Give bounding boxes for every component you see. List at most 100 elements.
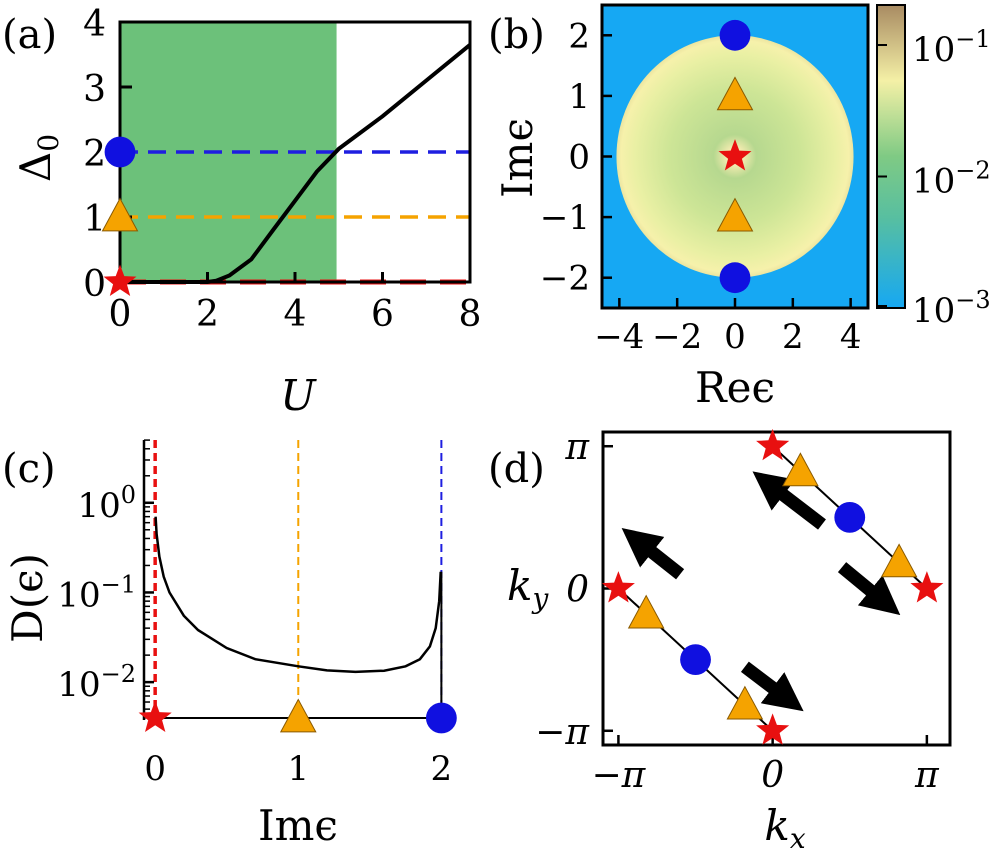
panel-c-ytick-label-1: 10−1 <box>57 570 136 615</box>
panel-c-markers <box>138 698 457 734</box>
panel-a-ytick-label-0: 0 <box>83 264 106 305</box>
panel-b-xtick-label-3: 2 <box>782 317 804 357</box>
panel-b-xlabel: Reϵ <box>695 363 775 412</box>
panel-b-cbar-label-2-base: 10 <box>912 291 955 331</box>
panel-d-marker-star-9 <box>910 571 944 603</box>
panel-a-marker-star-2 <box>103 264 137 296</box>
panel-a-markers <box>101 136 139 296</box>
panel-c-ytick-label-2-base: 10 <box>57 665 100 705</box>
panel-d-marker-star-4 <box>756 713 790 745</box>
panel-c-ytick-label-0-exp: 0 <box>121 481 136 509</box>
panel-d-ylabel-main: k <box>507 561 532 610</box>
panel-a-ytick-label-4: 4 <box>83 4 106 45</box>
panel-c-xtick-label-1: 1 <box>287 749 309 789</box>
panel-b-xtick-label-0: −4 <box>594 317 644 357</box>
panel-d-ylabel: ky <box>507 561 549 615</box>
panel-b-cbar-label-1: 10−2 <box>912 157 991 202</box>
panel-d-label: (d) <box>488 446 545 492</box>
panel-d-ticks: −π 0 π π 0 −π <box>535 427 940 796</box>
panel-c-curve <box>154 516 442 674</box>
panel-d-marker-star-5 <box>756 428 790 461</box>
panel-b-cbar-label-2: 10−3 <box>912 286 991 331</box>
panel-d-ytick-label-2: −π <box>535 712 590 753</box>
panel-b-marker-circle-4 <box>719 262 751 294</box>
panel-b-marker-circle-0 <box>719 19 751 51</box>
panel-d-arrows <box>621 471 901 712</box>
panel-b-xtick-label-1: −2 <box>652 317 702 357</box>
panel-d-arrow-2 <box>752 471 826 530</box>
panel-c-ytick-label-2: 10−2 <box>57 660 136 705</box>
panel-a-ytick-label-3: 3 <box>83 69 106 110</box>
panel-b-colorbar <box>876 4 906 309</box>
panel-b-marker-star-2 <box>718 139 752 171</box>
panel-d-xtick-label-0: −π <box>592 755 647 796</box>
panel-d-markers <box>601 428 944 745</box>
panel-a-ylabel-main: Δ <box>11 152 60 182</box>
panel-b-cbar-label-0-base: 10 <box>912 30 955 70</box>
panel-d-arrow-3 <box>837 562 901 616</box>
panel-b-ylabel: Imϵ <box>493 118 542 198</box>
panel-b-xtick-label-4: 4 <box>840 317 862 357</box>
panel-a-ylabel: Δ0 <box>11 134 65 182</box>
panel-d-marker-circle-7 <box>834 501 866 533</box>
panel-a-xlabel: U <box>280 371 317 420</box>
panel-b-ytick-label-3: 1 <box>568 77 590 117</box>
panel-d-ytick-label-0: π <box>564 427 590 468</box>
panel-d-ylabel-sub: y <box>530 582 549 615</box>
panel-d-arrow-0 <box>621 528 685 580</box>
panel-b-cbar-label-1-base: 10 <box>912 162 955 202</box>
panel-a-ticks: 0 2 4 6 8 0 1 2 3 4 <box>83 4 481 335</box>
panel-c-ytick-label-2-exp: −2 <box>101 660 136 688</box>
panel-c-marker-triangle-1 <box>279 698 317 733</box>
panel-c-xlabel: Imϵ <box>258 801 338 850</box>
panel-d-xtick-label-2: π <box>914 755 940 796</box>
panel-c-ytick-label-0-base: 10 <box>77 486 120 526</box>
panel-b-markers <box>716 19 754 294</box>
panel-d-marker-triangle-3 <box>726 685 764 720</box>
panel-b-ytick-label-2: 0 <box>568 138 590 178</box>
panel-a-xtick-label-4: 8 <box>459 294 482 335</box>
panel-c-marker-circle-2 <box>425 702 457 734</box>
panel-d-xlabel-sub: x <box>790 822 806 855</box>
panel-a-xtick-label-2: 4 <box>284 294 307 335</box>
panel-d: (d) −π 0 ππ0−π kx ky <box>488 427 952 855</box>
panel-b-marker-triangle-1 <box>716 76 754 111</box>
panel-b-cbar-label-1-exp: −2 <box>955 157 990 185</box>
panel-a-marker-circle-0 <box>104 136 136 168</box>
panel-b-colorbar-ticks: 10−110−210−3 <box>877 25 991 331</box>
panel-d-ytick-label-1: 0 <box>566 570 589 611</box>
panel-d-marker-star-0 <box>601 571 635 603</box>
panel-d-xlabel-main: k <box>764 801 789 850</box>
panel-c-label: (c) <box>2 446 56 492</box>
panel-d-marker-triangle-6 <box>782 452 819 487</box>
panel-c-ytick-label-0: 100 <box>77 481 136 526</box>
panel-d-xtick-label-1: 0 <box>761 755 784 796</box>
panel-b-ytick-label-1: −1 <box>540 198 590 238</box>
panel-b-cbar-label-2-exp: −3 <box>955 286 990 314</box>
panel-d-xlabel: kx <box>764 801 805 855</box>
panel-b-cbar-label-0: 10−1 <box>912 25 991 70</box>
panel-c-ylabel: D(ϵ) <box>3 553 52 643</box>
panel-d-marker-circle-2 <box>680 644 711 676</box>
panel-b-ytick-label-4: 2 <box>568 16 590 56</box>
panel-a-ylabel-sub: 0 <box>32 134 65 152</box>
panel-b-xtick-label-2: 0 <box>724 317 746 357</box>
panel-d-marker-triangle-8 <box>880 543 918 578</box>
panel-c-xtick-label-0: 0 <box>144 749 166 789</box>
panel-a-ytick-label-2: 2 <box>83 134 106 175</box>
panel-b-marker-triangle-3 <box>716 197 754 232</box>
panel-d-marker-triangle-1 <box>627 594 665 629</box>
panel-c-xtick-label-2: 2 <box>431 749 453 789</box>
panel-a-xtick-label-1: 2 <box>196 294 219 335</box>
panel-b-cbar-label-0-exp: −1 <box>955 25 990 53</box>
panel-d-arrow-1 <box>740 661 804 712</box>
panel-a-ytick-label-1: 1 <box>83 199 106 240</box>
panel-b-ytick-label-0: −2 <box>540 259 590 299</box>
panel-a-xtick-label-3: 6 <box>371 294 394 335</box>
panel-c-marker-star-0 <box>138 700 172 732</box>
panel-a-marker-triangle-1 <box>101 197 139 232</box>
